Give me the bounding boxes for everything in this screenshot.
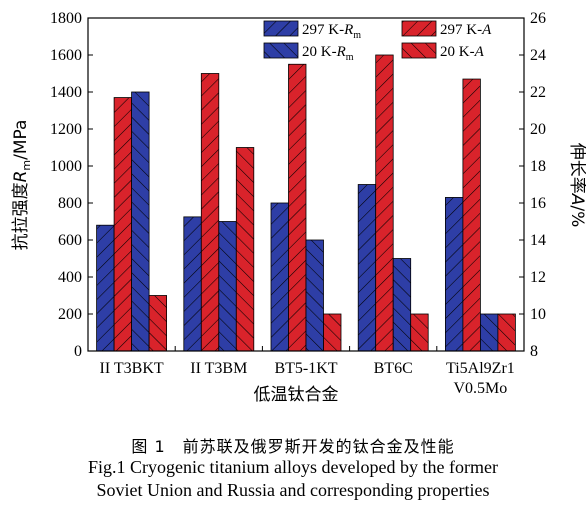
y2-tick-label: 12 <box>530 269 546 286</box>
bar-297-k-a-bt5-1kt-hatch <box>288 63 307 352</box>
legend-20-k-rm-swatch-hatch <box>263 42 299 59</box>
bar-297-k-rm-bt6c-hatch <box>357 184 377 352</box>
y2-tick-label: 8 <box>530 343 538 360</box>
bar-20-k-a-ti5al9zr1-v0-5mo-hatch <box>497 313 516 352</box>
y-tick-label: 800 <box>58 195 82 212</box>
figure-caption-chinese: 图 1 前苏联及俄罗斯开发的钛合金及性能 <box>131 437 455 456</box>
y-axis-title: 抗拉强度Rm/MPa <box>11 120 33 251</box>
bar-297-k-a-ii-t3bm-hatch <box>200 73 220 352</box>
y-tick-label: 0 <box>74 343 82 360</box>
bar-20-k-a-bt6c-hatch <box>410 313 429 352</box>
legend-297-k-rm-label: 297 K-Rm <box>302 22 361 41</box>
y-tick-label: 200 <box>58 306 82 323</box>
bar-chart: 0 200 400 600 800 1000 1200 1400 1600 1800 8 10 12 14… <box>11 10 586 405</box>
bar-20-k-a-bt5-1kt-hatch <box>323 313 342 352</box>
bar-20-k-a-ii-t3bkt-hatch <box>148 295 168 352</box>
bar-297-k-a-ti5al9zr1-v0-5mo-hatch <box>462 78 481 352</box>
x-tick-label: Ti5Al9Zr1 <box>446 360 515 377</box>
legend-20-k-a-swatch-hatch <box>401 42 437 59</box>
bar-297-k-rm-ii-t3bm-hatch <box>183 216 202 352</box>
y-tick-label: 1800 <box>50 10 82 27</box>
legend-297-k-a-label: 297 K-A <box>440 22 492 38</box>
bar-20-k-rm-bt5-1kt-hatch <box>305 239 324 352</box>
y-tick-label: 600 <box>58 232 82 249</box>
figure-caption-english-line2: Soviet Union and Russia and correspondin… <box>96 480 490 500</box>
y-tick-label: 400 <box>58 269 82 286</box>
legend-20-k-a-label: 20 K-A <box>440 44 485 60</box>
y-tick-label: 1400 <box>50 84 82 101</box>
bar-297-k-rm-bt5-1kt-hatch <box>270 202 289 352</box>
y2-tick-label: 22 <box>530 84 546 101</box>
y-tick-label: 1000 <box>50 158 82 175</box>
bar-20-k-rm-ti5al9zr1-v0-5mo-hatch <box>479 313 499 352</box>
bar-20-k-rm-ii-t3bm-hatch <box>218 221 237 352</box>
bar-20-k-a-ii-t3bm-hatch <box>235 147 255 352</box>
bar-297-k-a-ii-t3bkt-hatch <box>113 97 132 352</box>
y2-tick-label: 10 <box>530 306 546 323</box>
y2-tick-label: 20 <box>530 121 546 138</box>
x-tick-label: II T3BKT <box>100 360 164 377</box>
figure-caption-english-line1: Fig.1 Cryogenic titanium alloys develope… <box>88 457 498 477</box>
legend-20-k-rm-label: 20 K-Rm <box>302 44 354 63</box>
bar-20-k-rm-ii-t3bkt-hatch <box>131 91 150 352</box>
y2-tick-label: 14 <box>530 232 546 249</box>
y-tick-label: 1600 <box>50 47 82 64</box>
bars-group <box>96 54 516 352</box>
legend-297-k-rm-swatch-hatch <box>263 20 299 37</box>
legend-297-k-a-swatch-hatch <box>401 20 437 37</box>
plot-frame <box>87 17 525 352</box>
x-axis-title: 低温钛合金 <box>254 385 339 405</box>
legend: 297 K-Rm 297 K-A 20 K-Rm 20 K-A <box>263 20 492 63</box>
y2-tick-label: 18 <box>530 158 546 175</box>
x-tick-label: V0.5Mo <box>454 380 508 397</box>
ticks-group: 0 200 400 600 800 1000 1200 1400 1600 1800 8 10 12 14… <box>50 10 546 397</box>
y-tick-label: 1200 <box>50 121 82 138</box>
bar-297-k-rm-ti5al9zr1-v0-5mo-hatch <box>444 197 464 352</box>
x-tick-label: BT5-1KT <box>274 360 337 377</box>
bar-297-k-a-bt6c-hatch <box>375 54 394 352</box>
y2-tick-label: 26 <box>530 10 546 27</box>
y2-axis-title: 伸长率A/% <box>567 143 586 228</box>
bar-20-k-rm-bt6c-hatch <box>392 258 412 352</box>
bar-297-k-rm-ii-t3bkt-hatch <box>96 224 115 352</box>
x-tick-label: II T3BM <box>190 360 247 377</box>
y2-tick-label: 24 <box>530 47 546 64</box>
x-tick-label: BT6C <box>374 360 413 377</box>
y2-tick-label: 16 <box>530 195 546 212</box>
